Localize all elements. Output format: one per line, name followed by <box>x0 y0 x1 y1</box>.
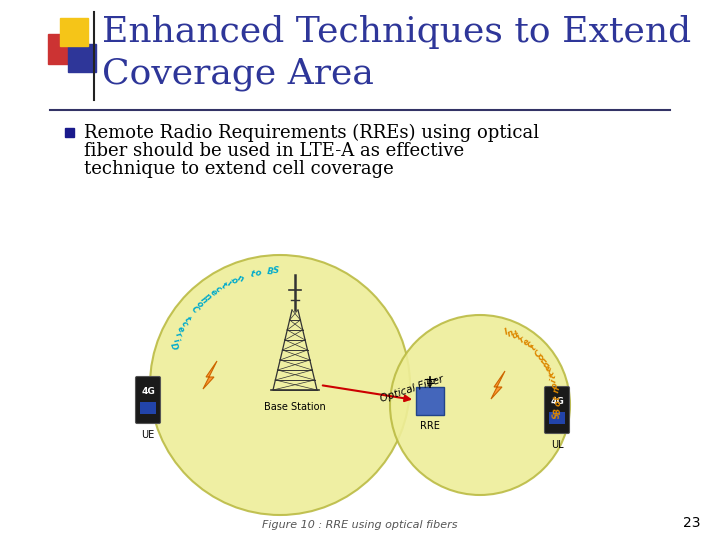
Bar <box>549 412 565 424</box>
Text: 4G: 4G <box>550 397 564 407</box>
Text: RRE: RRE <box>420 421 440 431</box>
Text: n: n <box>541 360 552 370</box>
Text: o: o <box>230 275 239 286</box>
Text: I: I <box>504 327 510 336</box>
Text: n: n <box>506 328 516 339</box>
Text: t: t <box>248 269 255 279</box>
Text: o: o <box>554 400 562 406</box>
Text: t: t <box>528 343 537 353</box>
Text: Figure 10 : RRE using optical fibers: Figure 10 : RRE using optical fibers <box>262 520 458 530</box>
Polygon shape <box>203 361 217 389</box>
Text: t: t <box>220 281 228 291</box>
Text: Enhanced Techniques to Extend: Enhanced Techniques to Extend <box>102 15 691 49</box>
Text: Optical Fiber: Optical Fiber <box>379 375 445 404</box>
Text: S: S <box>552 412 562 420</box>
Text: D: D <box>168 341 179 351</box>
Text: B: B <box>553 408 562 415</box>
Text: o: o <box>536 353 547 362</box>
Text: i: i <box>225 279 232 288</box>
Text: technique to extend cell coverage: technique to extend cell coverage <box>84 160 394 178</box>
Text: o: o <box>254 268 261 278</box>
Text: UL: UL <box>551 440 563 450</box>
Text: B: B <box>266 267 274 276</box>
Text: n: n <box>539 356 550 366</box>
Text: 23: 23 <box>683 516 700 530</box>
Text: n: n <box>235 273 244 284</box>
Bar <box>60 18 88 46</box>
Text: e: e <box>175 325 186 334</box>
Text: r: r <box>173 331 183 339</box>
Polygon shape <box>491 371 505 399</box>
Text: c: c <box>179 320 189 328</box>
Text: o: o <box>550 381 560 389</box>
Text: n: n <box>203 291 213 302</box>
Bar <box>416 387 444 415</box>
Text: i: i <box>171 337 180 343</box>
Text: n: n <box>198 295 209 306</box>
Text: e: e <box>544 364 554 373</box>
Text: c: c <box>525 340 534 350</box>
Circle shape <box>390 315 570 495</box>
Text: Remote Radio Requirements (RREs) using optical: Remote Radio Requirements (RREs) using o… <box>84 124 539 142</box>
Text: t: t <box>553 396 562 401</box>
Text: c: c <box>214 284 222 294</box>
Text: fiber should be used in LTE-A as effective: fiber should be used in LTE-A as effecti… <box>84 142 464 160</box>
Text: n: n <box>552 386 562 393</box>
Text: Coverage Area: Coverage Area <box>102 57 374 91</box>
Text: c: c <box>546 368 556 377</box>
Text: d: d <box>510 330 520 341</box>
Text: i: i <box>549 378 559 383</box>
Text: e: e <box>521 337 531 347</box>
Text: o: o <box>194 300 204 310</box>
Bar <box>65 128 74 137</box>
Text: r: r <box>518 335 526 345</box>
FancyBboxPatch shape <box>544 387 570 434</box>
Text: t: t <box>548 373 557 380</box>
Bar <box>140 402 156 414</box>
Text: e: e <box>208 287 218 298</box>
Text: i: i <box>516 333 522 342</box>
FancyBboxPatch shape <box>135 376 161 423</box>
Bar <box>48 34 74 64</box>
Text: C: C <box>189 304 200 314</box>
Text: t: t <box>182 315 192 323</box>
Circle shape <box>150 255 410 515</box>
Text: S: S <box>273 266 279 276</box>
Text: Base Station: Base Station <box>264 402 326 412</box>
Text: 4G: 4G <box>141 388 155 396</box>
Text: UE: UE <box>141 430 155 440</box>
Bar <box>68 44 96 72</box>
Text: C: C <box>534 349 544 359</box>
